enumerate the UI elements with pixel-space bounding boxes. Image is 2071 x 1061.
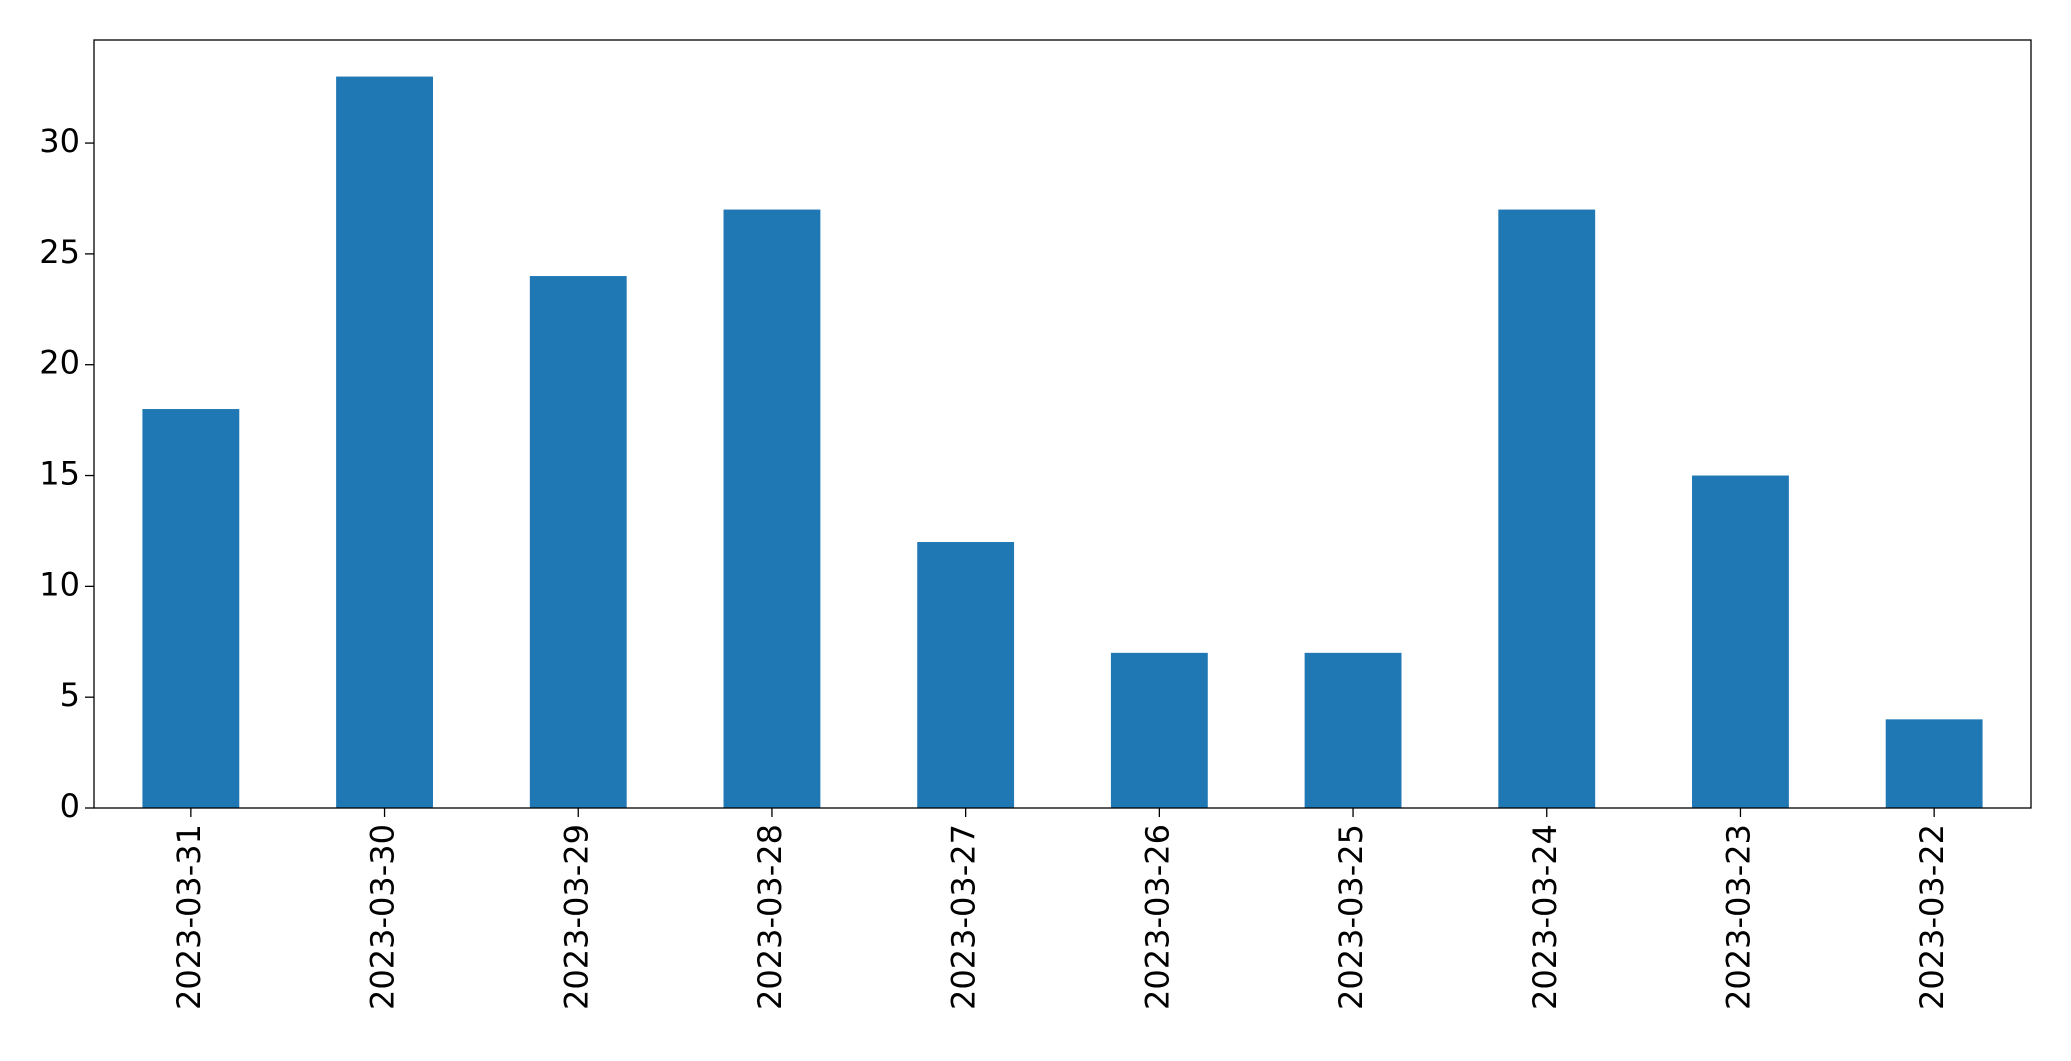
bar	[917, 542, 1015, 808]
bar	[1110, 652, 1208, 808]
y-tick-label: 5	[60, 676, 80, 714]
y-tick-label: 0	[60, 787, 80, 825]
bar	[1304, 652, 1402, 808]
y-tick-label: 20	[39, 344, 80, 382]
x-tick-label: 2023-03-30	[364, 824, 402, 1010]
x-tick-label: 2023-03-23	[1719, 824, 1757, 1010]
y-tick-label: 25	[39, 233, 80, 271]
bar	[529, 276, 627, 808]
x-tick-label: 2023-03-28	[751, 824, 789, 1010]
y-tick-label: 15	[39, 455, 80, 493]
y-tick-label: 30	[39, 122, 80, 160]
bar	[142, 409, 240, 808]
bar	[1498, 209, 1596, 808]
bar	[336, 76, 433, 809]
plot-frame	[93, 39, 2032, 809]
x-tick-label: 2023-03-26	[1138, 824, 1176, 1010]
x-tick-label: 2023-03-31	[170, 824, 208, 1010]
x-tick-label: 2023-03-29	[557, 824, 595, 1010]
x-tick-label: 2023-03-25	[1332, 824, 1370, 1010]
bar	[1692, 475, 1789, 808]
bar	[1885, 719, 1983, 808]
x-tick-label: 2023-03-22	[1913, 824, 1951, 1010]
x-tick-label: 2023-03-24	[1526, 824, 1564, 1010]
bar	[723, 209, 821, 808]
x-tick-label: 2023-03-27	[945, 824, 983, 1010]
y-tick-label: 10	[39, 565, 80, 603]
